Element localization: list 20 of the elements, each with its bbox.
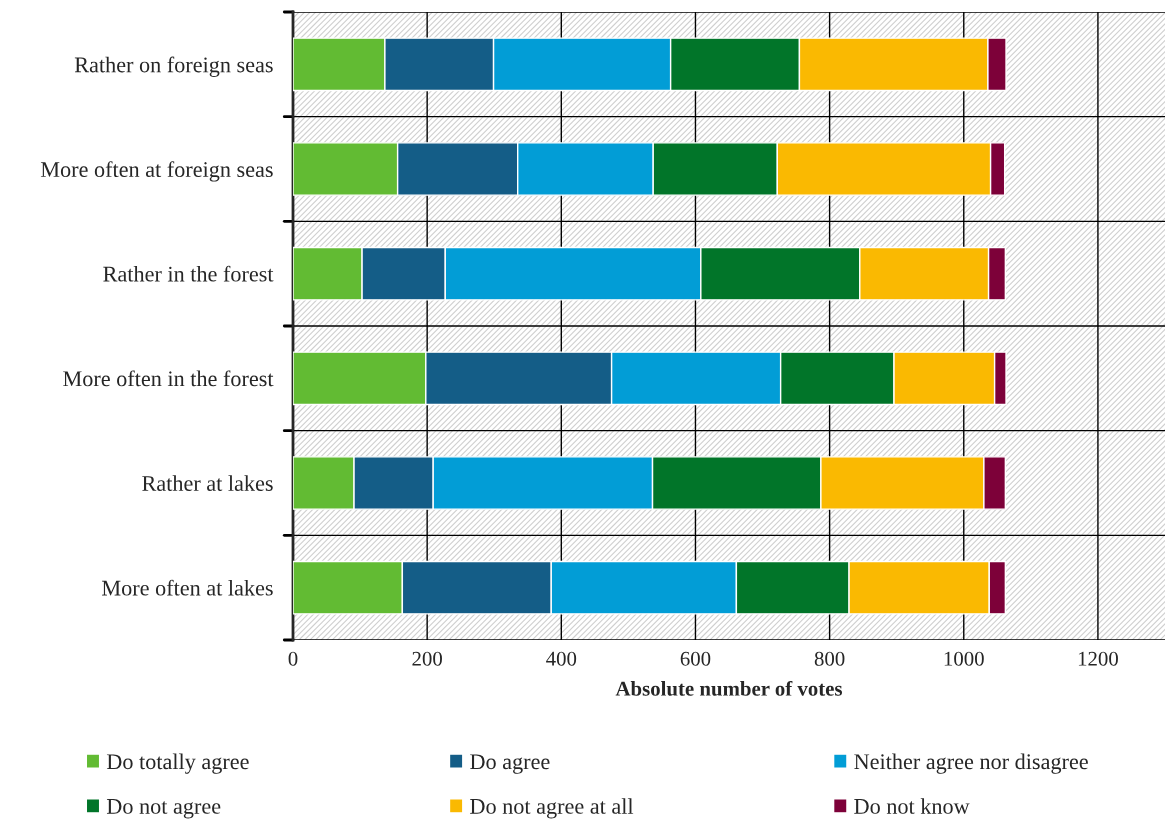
legend-label: Do not know	[854, 798, 970, 814]
y-tick-label: More often at foreign seas	[40, 161, 273, 182]
x-axis-title: Absolute number of votes	[615, 680, 843, 696]
y-tick-label: Rather on foreign seas	[74, 56, 273, 77]
x-tick-label: 600	[680, 651, 711, 666]
y-tick-label: More often at lakes	[102, 579, 273, 596]
x-tick-label: 1000	[944, 651, 984, 666]
legend-label: Do not agree at all	[470, 798, 634, 819]
legend-label: Do totally agree	[106, 753, 249, 774]
x-tick-label: 400	[546, 651, 577, 666]
legend-label: Do not agree	[106, 799, 221, 819]
legend-label: Neither agree nor disagree	[854, 753, 1088, 774]
x-tick-label: 800	[814, 651, 845, 666]
x-tick-label: 1200	[1078, 651, 1118, 666]
legend-label: Do agree	[470, 754, 550, 774]
x-tick-label: 200	[412, 651, 442, 666]
y-tick-label: Rather at lakes	[142, 475, 273, 491]
y-tick-label: Rather in the forest	[103, 265, 274, 282]
x-tick-label: 0	[288, 651, 298, 666]
y-tick-label: More often in the forest	[63, 370, 274, 387]
